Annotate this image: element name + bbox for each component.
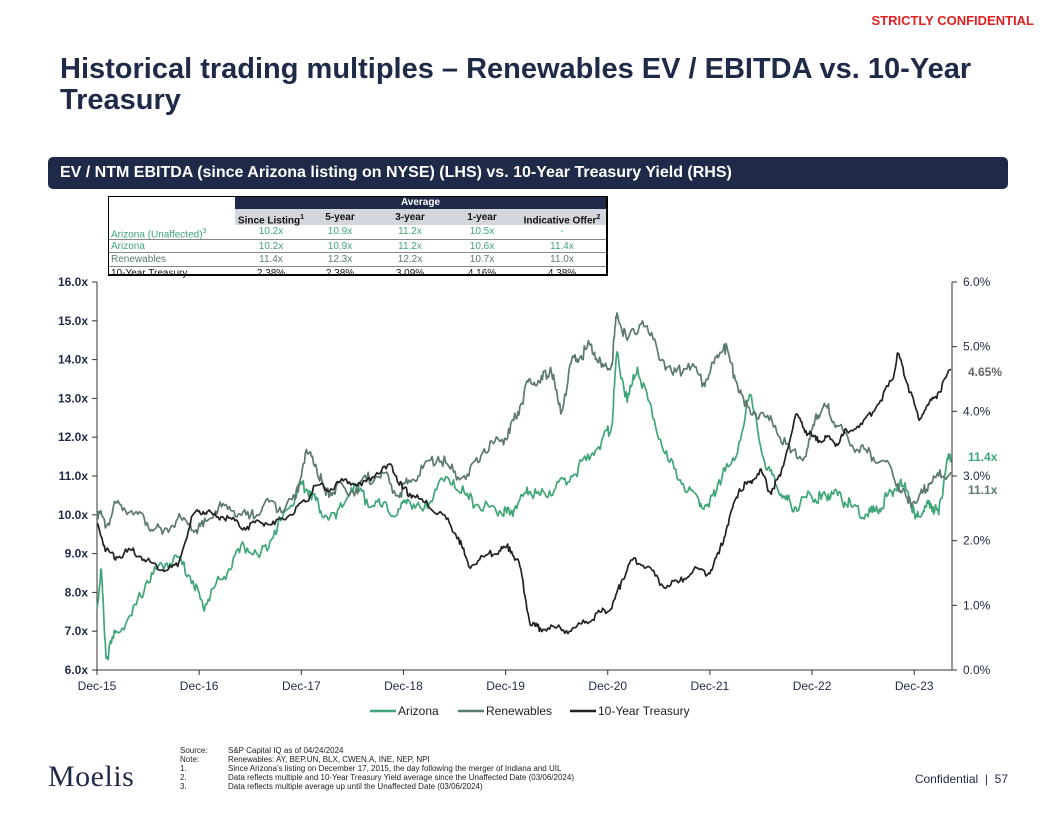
right-tick-label: 3.0% [963, 469, 991, 483]
table-row: Arizona (Unaffected)3 10.2x 10.9x 11.2x 10.5… [109, 225, 606, 241]
table-col-header: Indicative Offer2 [523, 214, 601, 227]
page-title: Historical trading multiples – Renewable… [60, 53, 972, 116]
averages-table: Average Since Listing1 5-year 3-year 1-year… [108, 196, 608, 279]
table-row-label: Arizona (Unaffected)3 [111, 228, 207, 241]
table-cell: 11.4x [550, 240, 574, 252]
table-group-header: Average [235, 197, 606, 209]
end-label-arizona: 11.4x [968, 450, 998, 464]
table-cell: 2.38% [256, 267, 286, 279]
end-label-renewables: 11.1x [968, 483, 998, 497]
table-col-header: 5-year [325, 212, 355, 223]
right-tick-label: 4.0% [963, 404, 991, 418]
x-tick-label: Dec-21 [691, 679, 730, 693]
left-tick-label: 14.0x [58, 353, 88, 367]
x-tick-label: Dec-23 [895, 679, 934, 693]
table-row-label: 10-Year Treasury [111, 267, 188, 279]
table-cell: 10.9x [327, 240, 353, 252]
table-col-header: Since Listing1 [237, 214, 305, 227]
series-line-arizona [96, 350, 952, 661]
x-tick-label: Dec-17 [282, 679, 321, 693]
table-cell: 10.7x [469, 254, 495, 265]
x-tick-label: Dec-15 [78, 679, 117, 693]
right-tick-label: 1.0% [963, 598, 991, 612]
table-cell: 11.0x [550, 254, 574, 265]
x-tick-label: Dec-16 [180, 679, 219, 693]
left-tick-label: 16.0x [58, 275, 88, 289]
x-tick-label: Dec-22 [793, 679, 832, 693]
left-tick-label: 13.0x [58, 391, 88, 405]
table-cell: 2.38% [325, 267, 355, 279]
left-tick-label: 6.0x [65, 663, 89, 677]
table-row: 10-Year Treasury 2.38% 2.38% 3.09% 4.16% 4.38… [109, 265, 606, 280]
table-row: Arizona 10.2x 10.9x 11.2x 10.6x 11.4x [109, 238, 606, 253]
table-cell: 11.2x [398, 226, 422, 237]
table-cell: 4.38% [547, 267, 577, 279]
table-cell: 4.16% [467, 267, 497, 279]
table-cell: 10.5x [469, 226, 495, 237]
table-cell: 12.3x [327, 254, 353, 265]
line-chart: 6.0x 7.0x 8.0x 9.0x 10.0x 11.0x 12.0x 13.0x 14.0… [58, 275, 1002, 718]
x-tick-label: Dec-20 [588, 679, 627, 693]
table-cell: 10.9x [327, 226, 353, 237]
footnote-line: 3. Data reflects multiple average up unti… [180, 782, 483, 791]
end-label-treasury: 4.65% [968, 365, 1002, 379]
legend-label: 10-Year Treasury [598, 704, 690, 718]
legend-label: Arizona [398, 704, 439, 718]
table-column-header-bg [235, 209, 606, 225]
table-col-header: 1-year [467, 212, 497, 223]
left-tick-label: 15.0x [58, 314, 88, 328]
footnote-line: 1. Since Arizona’s listing on December 17… [180, 764, 562, 773]
chart-banner: EV / NTM EBITDA (since Arizona listing o… [48, 157, 1008, 189]
left-tick-label: 7.0x [65, 624, 89, 638]
table-col-header: 3-year [395, 212, 425, 223]
table-cell: 10.2x [258, 226, 284, 237]
right-tick-label: 5.0% [963, 340, 991, 354]
moelis-logo: Moelis [48, 760, 135, 793]
table-cell: - [560, 226, 564, 237]
left-tick-label: 8.0x [65, 585, 89, 599]
left-tick-label: 12.0x [58, 430, 88, 444]
footnote-line: 2. Data reflects multiple and 10-Year Tre… [180, 773, 574, 782]
legend-label: Renewables [486, 704, 552, 718]
table-row-label: Arizona [111, 240, 145, 252]
footnote-line: Source: S&P Capital IQ as of 04/24/2024 [180, 746, 344, 755]
left-tick-label: 10.0x [58, 508, 88, 522]
footnotes: Source: S&P Capital IQ as of 04/24/2024 No… [180, 746, 574, 791]
left-tick-label: 11.0x [59, 469, 89, 483]
footnote-line: Note: Renewables: AY, BEP.UN, BLX, CWEN.A… [180, 755, 430, 764]
left-tick-label: 9.0x [65, 547, 89, 561]
series-line-renewables [96, 312, 952, 536]
confidential-label: STRICTLY CONFIDENTIAL [871, 13, 1034, 28]
table-cell: 3.09% [395, 267, 425, 279]
page-footer: Confidential | 57 [914, 772, 1008, 786]
table-row: Renewables 11.4x 12.3x 12.2x 10.7x 11.0x [109, 252, 606, 266]
x-tick-label: Dec-19 [486, 679, 525, 693]
table-cell: 10.6x [469, 240, 495, 252]
right-tick-label: 6.0% [963, 275, 991, 289]
table-cell: 10.2x [258, 240, 284, 252]
table-cell: 12.2x [397, 254, 423, 265]
right-tick-label: 0.0% [963, 663, 991, 677]
right-tick-label: 2.0% [963, 534, 991, 548]
series-line-10-year-treasury [96, 352, 952, 635]
table-cell: 11.2x [398, 240, 422, 252]
table-row-label: Renewables [111, 254, 167, 265]
table-cell: 11.4x [259, 254, 283, 265]
x-tick-label: Dec-18 [384, 679, 423, 693]
